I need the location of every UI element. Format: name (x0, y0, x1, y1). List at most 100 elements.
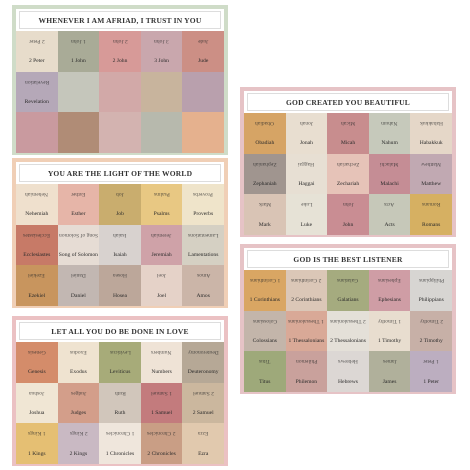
tab-label-mirrored: Ezekiel (28, 272, 46, 279)
tab-label-mirrored: 2 Kings (69, 430, 88, 437)
tab (57, 112, 100, 153)
tab-label-mirrored: Jonah (299, 120, 313, 127)
tab-label: 1 Thessalonians (288, 338, 325, 345)
tab-label: Philippians (418, 297, 444, 304)
tab-label: 1 Peter (423, 378, 440, 385)
tab-label-mirrored: 2 Chronicles (147, 430, 176, 437)
tab-label-mirrored: 1 Peter (423, 358, 440, 365)
tab: Zechariah Zechariah (327, 153, 369, 195)
tab-label: 1 Timothy (378, 338, 402, 345)
tab: 2 Chronicles 2 Chronicles (140, 423, 183, 464)
tab-label-mirrored: Habakkuk (419, 120, 443, 127)
tab: Matthew Matthew (410, 153, 452, 195)
tab-label-mirrored: Colossians (252, 317, 277, 324)
tab-label-mirrored: Haggai (298, 160, 315, 167)
tab: Philippians Philippians (410, 270, 452, 311)
tab: James James (368, 351, 411, 392)
tab-label-mirrored: 2 Peter (28, 38, 45, 45)
tab: Jeremiah Jeremiah (140, 224, 183, 266)
tab-label-mirrored: Titus (259, 358, 271, 365)
tab-label-mirrored: Amos (196, 272, 210, 279)
tab-label: Amos (196, 292, 210, 299)
tab: 2 Samuel 2 Samuel (182, 382, 224, 424)
tab: Ephesians Ephesians (368, 270, 411, 311)
tab-label-mirrored: Ephesians (378, 277, 401, 284)
tab-label-mirrored: Song of Solomon (58, 231, 98, 238)
tab: Judges Judges (57, 382, 100, 424)
tab-label: Nehemiah (25, 211, 49, 218)
tab-label: 2 Thessalonians (330, 338, 366, 345)
tab: 2 Kings 2 Kings (57, 423, 100, 464)
tab-label-mirrored: James (382, 358, 397, 365)
tab: Ruth Ruth (99, 382, 141, 424)
tab-label: Matthew (421, 181, 442, 188)
tab: Nahum Nahum (368, 113, 411, 154)
tab: Colossians Colossians (244, 310, 286, 352)
tab-label: Leviticus (109, 369, 131, 376)
tab-label: Ephesians (378, 297, 401, 304)
tab-label: Ezra (198, 450, 209, 457)
tab-label-mirrored: 3 John (154, 38, 169, 45)
tab-label: Zephaniah (252, 181, 277, 188)
tab-grid: Nehemiah Nehemiah Esther Esther Job Job Psalms… (16, 184, 224, 306)
tab: Leviticus Leviticus (99, 342, 141, 383)
tab: Philemon Philemon (285, 351, 328, 392)
tab-label-mirrored: Zechariah (336, 160, 360, 167)
tab-label-mirrored: 2 Timothy (419, 317, 443, 324)
tab-grid: Genesis Genesis Exodus Exodus Leviticus Levit… (16, 342, 224, 464)
tab: 1 Timothy 1 Timothy (368, 310, 411, 352)
tab-label-mirrored: Micah (340, 120, 356, 127)
tab: Jonah Jonah (285, 113, 328, 154)
tab-label-mirrored: Isaiah (113, 231, 127, 238)
tab-label-mirrored: Jude (198, 38, 209, 45)
card-title: YOU ARE THE LIGHT OF THE WORLD (19, 164, 221, 182)
tab: Daniel Daniel (57, 265, 100, 306)
tab: Job Job (99, 184, 141, 225)
tab: Obadiah Obadiah (244, 113, 286, 154)
tab-label: 1 John (71, 58, 86, 65)
tab-label: Jude (198, 58, 209, 65)
tab-label-mirrored: Zephaniah (252, 160, 277, 167)
tab-label: Ruth (114, 410, 126, 417)
tab: 3 John 3 John (140, 31, 183, 72)
tab-label: Hebrews (338, 378, 358, 385)
tab-label: 2 John (112, 58, 128, 65)
tab-label: Esther (71, 211, 86, 218)
tab: Genesis Genesis (16, 342, 58, 383)
tab (99, 112, 141, 153)
tab-label-mirrored: Proverbs (193, 191, 214, 198)
tab: 2 Thessalonians 2 Thessalonians (327, 310, 369, 352)
tab-label: 2 Kings (69, 450, 88, 457)
tab-label: Micah (340, 140, 356, 147)
tab: Revelation Revelation (16, 71, 58, 113)
tab-label: Zechariah (336, 181, 360, 188)
tab-label-mirrored: Esther (71, 191, 86, 198)
tab-label: Obadiah (255, 140, 275, 147)
tab (182, 112, 224, 153)
tab: Luke Luke (285, 194, 328, 235)
tab-label-mirrored: 2 Corinthians (291, 277, 322, 284)
tab-label-mirrored: 1 Timothy (378, 317, 402, 324)
tab-label: Ecclesiastes (23, 252, 51, 259)
tab-label: Exodus (70, 369, 87, 376)
tab-label-mirrored: Ezra (198, 430, 209, 437)
tab-label-mirrored: Luke (300, 201, 313, 208)
tab (140, 112, 183, 153)
tab: Micah Micah (327, 113, 369, 154)
tab-grid: 1 Corinthians 1 Corinthians 2 Corinthians 2… (244, 270, 452, 392)
tab: 1 Thessalonians 1 Thessalonians (285, 310, 328, 352)
tab-label: 2 Peter (28, 58, 45, 65)
tab-label: Proverbs (193, 211, 214, 218)
tab-label: Jonah (299, 140, 313, 147)
tab-label: Luke (300, 221, 313, 228)
tab: 2 Timothy 2 Timothy (410, 310, 452, 352)
tab: Song of Solomon Song of Solomon (57, 224, 100, 266)
tab-label-mirrored: Nehemiah (25, 191, 49, 198)
tab-label: 3 John (154, 58, 169, 65)
card-title: WHENEVER I AM AFRIAD, I TRUST IN YOU (19, 11, 221, 29)
tab-label: Ezekiel (28, 292, 46, 299)
tab: 1 John 1 John (57, 31, 100, 72)
tab (16, 112, 58, 153)
tab-label-mirrored: 2 John (112, 38, 128, 45)
